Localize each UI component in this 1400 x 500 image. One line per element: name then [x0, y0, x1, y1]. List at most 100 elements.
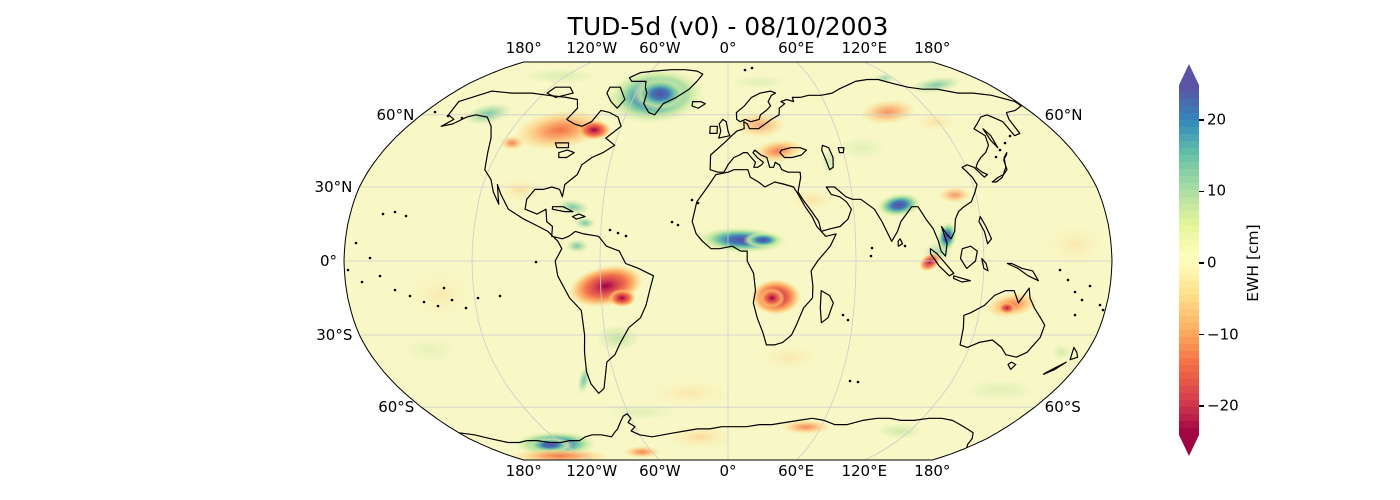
island-speck	[856, 380, 860, 384]
coast-aral	[837, 147, 845, 154]
island-speck	[1073, 313, 1077, 317]
coast-huron	[558, 149, 575, 159]
meridian-line	[599, 61, 661, 461]
island-speck	[998, 148, 1002, 152]
anomaly-sw-us	[498, 178, 542, 202]
coast-madagascar	[819, 290, 834, 324]
anomaly-middle-east	[788, 189, 836, 211]
anomaly-blobs	[402, 67, 1105, 460]
island-speck	[670, 220, 674, 224]
island-speck	[360, 280, 364, 284]
island-speck	[408, 294, 412, 298]
anomaly-south-of-africa	[758, 345, 822, 371]
colorbar-tick-label: 0	[1207, 253, 1217, 272]
island-speck	[381, 212, 385, 216]
lon-label-bottom: 0°	[719, 462, 736, 480]
anomaly-east-antarctica	[781, 420, 831, 434]
lon-label-bottom: 120°E	[841, 462, 887, 480]
island-speck	[1008, 134, 1012, 138]
lat-label-left: 60°N	[377, 106, 415, 124]
lon-label-bottom: 60°W	[639, 462, 681, 480]
island-speck	[368, 256, 372, 260]
island-speck	[870, 246, 874, 250]
island-speck	[1073, 290, 1077, 294]
colorbar-tickmark	[1199, 190, 1204, 193]
anomaly-south-atlantic	[648, 380, 732, 406]
anomaly-antarctic-band	[512, 449, 608, 460]
anomaly-central-siberia	[860, 99, 916, 125]
anomaly-quebec-core	[577, 120, 611, 140]
anomaly-new-zealand	[1052, 344, 1072, 360]
coast-blacksea	[779, 147, 807, 159]
meridian-line	[471, 61, 592, 461]
island-speck	[841, 313, 845, 317]
meridian-line	[795, 61, 857, 461]
anomaly-alaska	[463, 102, 513, 126]
island-speck	[750, 66, 754, 70]
anomaly-south-ocean-1	[602, 403, 678, 421]
island-speck	[690, 198, 694, 202]
coast-newguinea	[1006, 262, 1039, 282]
anomaly-east-antarctica-green	[876, 423, 924, 439]
coast-srilanka	[897, 238, 904, 247]
island-speck	[848, 379, 852, 383]
island-speck	[354, 241, 358, 245]
lat-label-left: 30°N	[315, 178, 353, 196]
colorbar-tick-label: 10	[1207, 182, 1227, 201]
anomaly-southern-africa-core	[759, 288, 785, 308]
anomaly-east-siberia-weak	[915, 113, 955, 131]
anomaly-south-pacific	[402, 336, 458, 364]
coast-africa	[691, 169, 837, 346]
island-speck	[346, 268, 350, 272]
coast-antarctica	[458, 413, 974, 449]
lon-label-bottom: 180°	[506, 462, 542, 480]
island-speck	[476, 296, 480, 300]
anomaly-south-ocean-2	[962, 379, 1038, 401]
lon-label-top: 120°W	[566, 39, 617, 57]
anomaly-kazakh-green	[838, 137, 886, 159]
colorbar-tickmark	[1199, 262, 1204, 264]
island-specks	[346, 66, 1105, 384]
lon-label-top: 180°	[506, 39, 542, 57]
anomaly-venezuela	[565, 239, 589, 253]
anomaly-central-america	[574, 217, 596, 229]
map-boundary	[343, 61, 1113, 461]
colorbar-tickmark	[1199, 405, 1204, 407]
coast-sakhalin	[982, 128, 999, 149]
coast-nz_north	[1069, 346, 1079, 361]
anomaly-west-canada	[500, 136, 524, 150]
coast-hispaniola	[571, 213, 586, 220]
island-speck	[1003, 141, 1007, 145]
island-speck	[460, 116, 464, 120]
coast-cuba	[551, 206, 574, 213]
coast-java	[952, 275, 971, 283]
island-speck	[433, 110, 437, 114]
lon-label-bottom: 120°W	[566, 462, 617, 480]
graticule	[344, 61, 1112, 461]
island-speck	[994, 155, 998, 159]
coast-victoria	[546, 86, 574, 98]
lon-label-top: 60°W	[639, 39, 681, 57]
lat-label-left: 30°S	[316, 326, 352, 344]
coastlines	[440, 69, 1079, 449]
anomaly-central-canada	[514, 110, 606, 150]
island-speck	[696, 201, 700, 205]
island-speck	[534, 260, 538, 264]
anomaly-north-india	[876, 192, 922, 218]
island-speck	[498, 294, 502, 298]
coast-caspian	[821, 144, 834, 171]
anomaly-australia-core	[998, 302, 1016, 314]
island-speck	[442, 286, 446, 290]
coast-sumatra	[929, 248, 955, 277]
colorbar-tick-label: −10	[1207, 325, 1239, 344]
colorbar-gradient	[1179, 64, 1199, 456]
island-speck	[1101, 308, 1105, 312]
coast-borneo	[959, 245, 978, 269]
island-speck	[903, 244, 907, 248]
island-speck	[446, 114, 450, 118]
island-speck	[616, 231, 620, 235]
coast-iceland	[691, 101, 706, 109]
anomaly-barents	[730, 75, 790, 89]
coast-americas	[440, 90, 655, 394]
